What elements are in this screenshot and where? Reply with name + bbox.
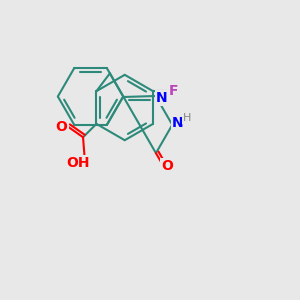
Text: N: N — [172, 116, 184, 130]
Text: OH: OH — [66, 156, 90, 170]
Text: O: O — [161, 159, 173, 173]
Text: F: F — [169, 84, 178, 98]
Text: N: N — [155, 91, 167, 105]
Text: O: O — [56, 120, 68, 134]
Text: H: H — [183, 113, 191, 123]
